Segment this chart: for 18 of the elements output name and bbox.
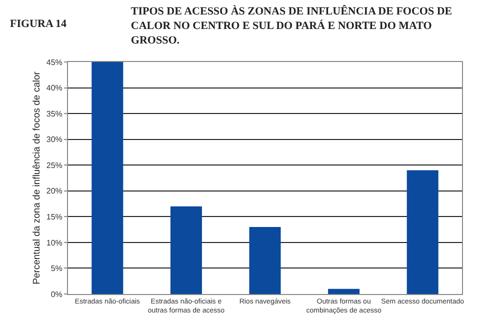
y-tick-label: 5%: [50, 264, 62, 274]
bar: [406, 170, 438, 294]
y-tick-label: 25%: [46, 160, 62, 170]
y-tick-label: 45%: [46, 58, 62, 67]
y-tick-label: 40%: [46, 84, 62, 93]
y-tick-label: 10%: [46, 238, 62, 248]
bar: [92, 62, 124, 294]
y-tick-label: 30%: [46, 135, 62, 144]
y-tick-label: 15%: [46, 212, 62, 222]
y-tick-label: 0%: [50, 290, 62, 299]
y-axis-title: Percentual da zona de influência de focos de calor: [32, 72, 43, 284]
chart-title: TIPOS DE ACESSO ÀS ZONAS DE INFLUÊNCIA DE FOCOS DE CALOR NO CENTRO E SUL DO PARÁ E NORTE DO MATO GROSSO.: [130, 4, 452, 46]
y-tick-label: 35%: [46, 109, 62, 118]
bar: [328, 288, 360, 294]
y-tick-label: 20%: [46, 186, 62, 196]
bar: [170, 206, 202, 294]
bar: [249, 226, 281, 294]
text: FIGURA 14: [10, 18, 68, 30]
